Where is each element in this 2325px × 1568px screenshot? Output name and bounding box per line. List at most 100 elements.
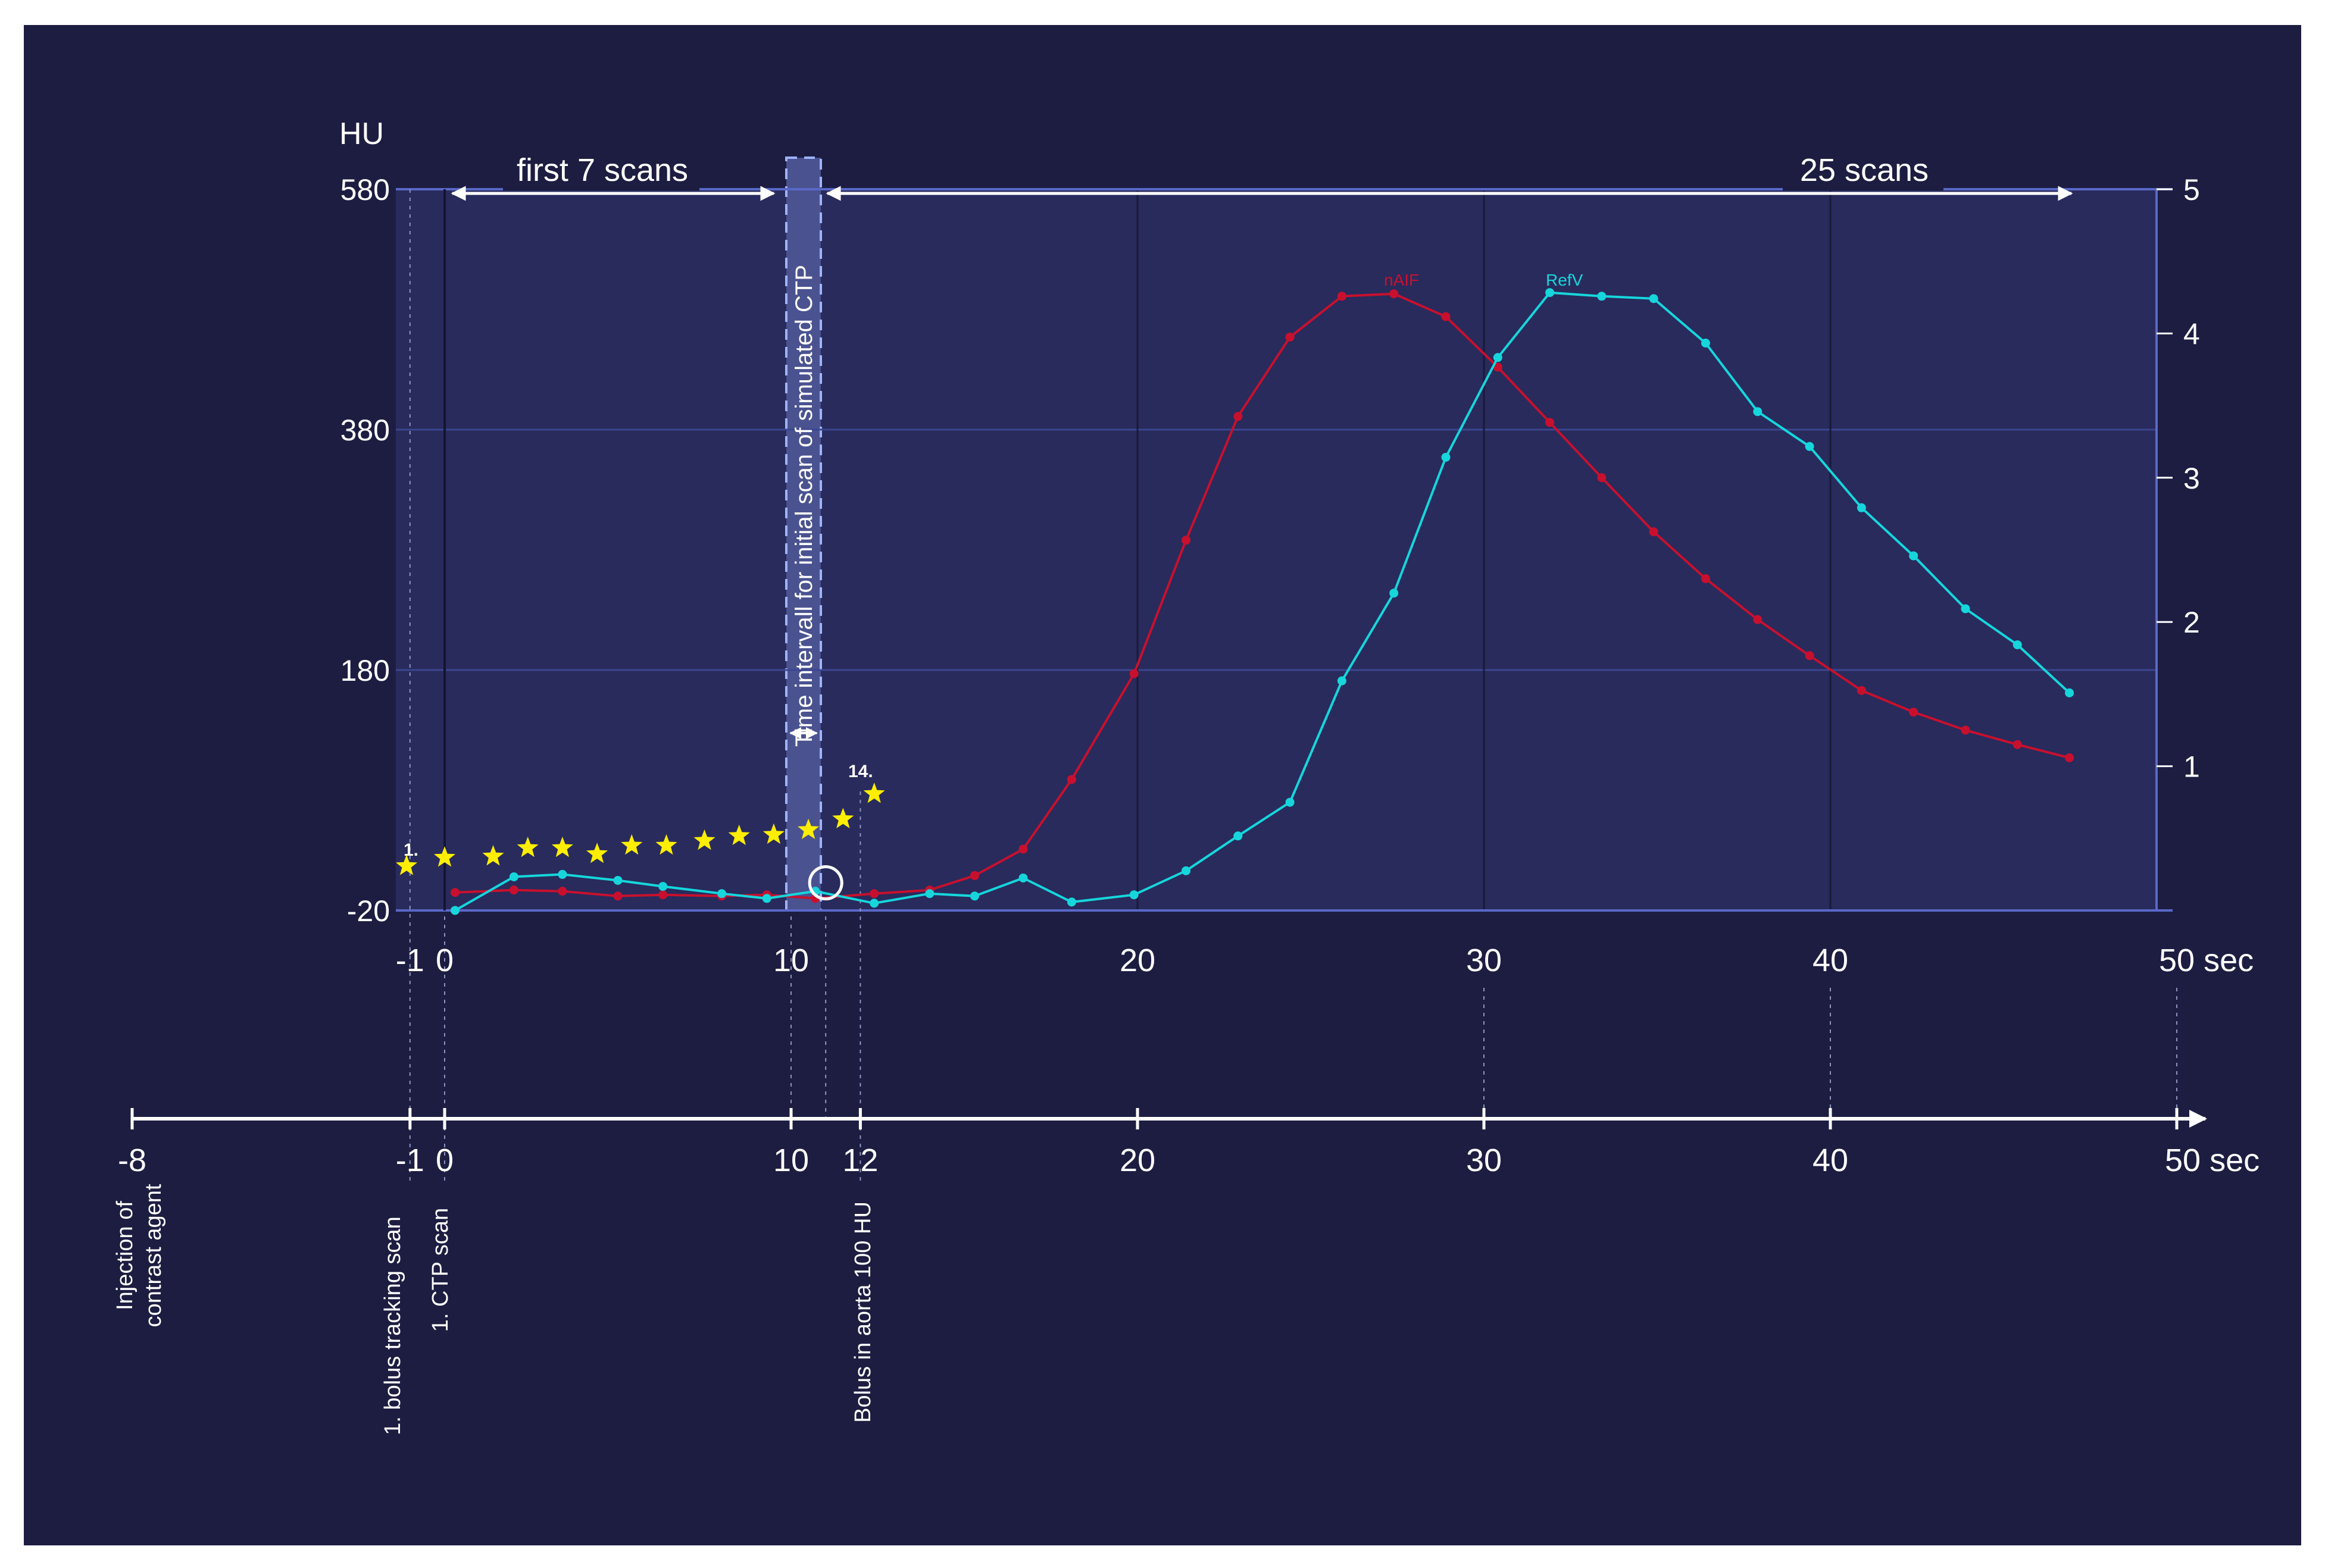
- series-point-naif-10: [970, 871, 979, 880]
- series-point-refv-6: [762, 894, 771, 903]
- series-point-refv-1: [509, 872, 518, 881]
- interval-label: Time intervall for initial scan of simul…: [791, 265, 817, 747]
- series-point-refv-14: [1181, 866, 1190, 875]
- series-point-naif-20: [1493, 362, 1502, 372]
- series-point-naif-11: [1018, 844, 1028, 854]
- ctp-scan-label: 1. CTP scan: [428, 1208, 453, 1332]
- injection-label-line2: contrast agent: [141, 1184, 166, 1327]
- series-point-refv-17: [1337, 676, 1346, 686]
- series-point-refv-25: [1753, 407, 1762, 417]
- series-point-refv-11: [1018, 873, 1028, 882]
- bolus-star-6: [586, 843, 608, 863]
- series-point-refv-27: [1857, 503, 1866, 512]
- series-point-naif-8: [870, 889, 879, 899]
- bolus-star-9: [693, 829, 715, 850]
- series-point-naif-2: [558, 887, 567, 896]
- series-point-naif-16: [1285, 332, 1295, 342]
- y-tick-label-2: 380: [340, 414, 390, 447]
- series-point-refv-0: [450, 906, 460, 915]
- later-scans-label-bg: [1783, 149, 1943, 190]
- bolus-star-8: [655, 834, 677, 855]
- y-tick-label-0: -20: [347, 894, 390, 928]
- series-point-refv-12: [1067, 897, 1076, 907]
- first-scans-label: first 7 scans: [517, 152, 688, 188]
- series-point-refv-2: [558, 869, 567, 879]
- bolus-tracking-stars: [395, 783, 885, 875]
- bolus-star-4: [517, 837, 539, 857]
- series-point-refv-29: [1961, 604, 1970, 614]
- y-tick-label-3: 580: [340, 173, 390, 206]
- series-point-naif-14: [1181, 536, 1190, 545]
- timeline-tick-label-5: 20: [1120, 1143, 1155, 1178]
- x-tick-label-3: 20: [1120, 943, 1155, 978]
- x-tick-label-5: 40: [1812, 943, 1848, 978]
- series-point-naif-18: [1389, 289, 1399, 299]
- timeline-tick-label-8: 50 sec: [2165, 1143, 2260, 1178]
- x-tick-label-6: 50 sec: [2159, 943, 2254, 978]
- interval-band: [785, 157, 822, 912]
- series-point-naif-21: [1545, 418, 1555, 427]
- plot-area: [396, 189, 2157, 910]
- star-label-last: 14.: [848, 762, 873, 781]
- bolus-star-12: [798, 818, 820, 839]
- guide-lines: [409, 189, 2177, 1184]
- series-point-naif-24: [1701, 574, 1710, 583]
- series-point-naif-0: [450, 888, 460, 897]
- timeline-tick-label-7: 40: [1812, 1143, 1848, 1178]
- timeline-tick-label-1: -1: [396, 1143, 424, 1178]
- series-point-naif-29: [1961, 725, 1970, 735]
- series-point-refv-26: [1805, 442, 1814, 451]
- series-point-refv-31: [2065, 688, 2074, 697]
- bolus-star-1: [395, 855, 418, 875]
- series-point-refv-20: [1493, 353, 1502, 362]
- series-point-naif-22: [1597, 473, 1607, 483]
- series-point-refv-15: [1233, 831, 1243, 841]
- series-point-refv-28: [1909, 551, 1918, 561]
- y-tick-label-1: 180: [340, 654, 390, 687]
- y2-tick-labels: 1 2 3 4 5: [2157, 173, 2200, 784]
- timeline-tick-label-3: 10: [773, 1143, 809, 1178]
- series-point-naif-4: [658, 890, 668, 900]
- series-point-naif-31: [2065, 753, 2074, 762]
- star-label-first: 1.: [404, 840, 418, 860]
- series-point-refv-30: [2012, 640, 2022, 650]
- series-point-naif-12: [1067, 775, 1076, 784]
- series-point-refv-3: [613, 876, 623, 885]
- x-tick-label-2: 10: [773, 943, 809, 978]
- bolus-arrival-circle: [808, 865, 843, 901]
- series-point-naif-30: [2012, 740, 2022, 749]
- series-point-refv-5: [717, 889, 727, 899]
- y2-tick-label-1: 2: [2183, 606, 2200, 639]
- y-tick-labels: -20 180 380 580: [340, 173, 390, 928]
- series-point-naif-26: [1805, 651, 1814, 661]
- series-point-naif-19: [1441, 312, 1451, 321]
- bolus-star-14: [863, 783, 885, 803]
- series-point-naif-17: [1337, 292, 1346, 301]
- bolus-star-7: [621, 834, 643, 855]
- series-point-naif-27: [1857, 686, 1866, 695]
- series-point-refv-23: [1649, 294, 1658, 303]
- timeline-tick-label-0: -8: [118, 1143, 146, 1178]
- series: [450, 288, 2074, 915]
- bolus-star-5: [551, 837, 573, 857]
- bolus-tracking-label: 1. bolus tracking scan: [380, 1216, 405, 1435]
- bolus-star-10: [728, 824, 750, 846]
- y2-tick-label-4: 5: [2183, 173, 2200, 206]
- bolus-star-2: [433, 846, 456, 867]
- series-point-refv-8: [870, 899, 879, 908]
- timeline-tick-label-4: 12: [842, 1143, 878, 1178]
- series-point-refv-18: [1389, 589, 1399, 598]
- y2-tick-label-3: 4: [2183, 317, 2200, 350]
- series-line-naif: [455, 292, 2070, 900]
- x-tick-label-4: 30: [1466, 943, 1502, 978]
- series-point-refv-21: [1545, 288, 1555, 298]
- series-label-vof: RefV: [1546, 271, 1583, 289]
- series-line-refv: [454, 291, 2070, 912]
- bolus-star-11: [762, 823, 785, 844]
- bolus-star-13: [832, 808, 854, 828]
- grid: [396, 189, 2157, 910]
- y2-tick-label-2: 3: [2183, 462, 2200, 495]
- x-tick-labels: -1 0 10 20 30 40 50 sec: [396, 943, 2254, 978]
